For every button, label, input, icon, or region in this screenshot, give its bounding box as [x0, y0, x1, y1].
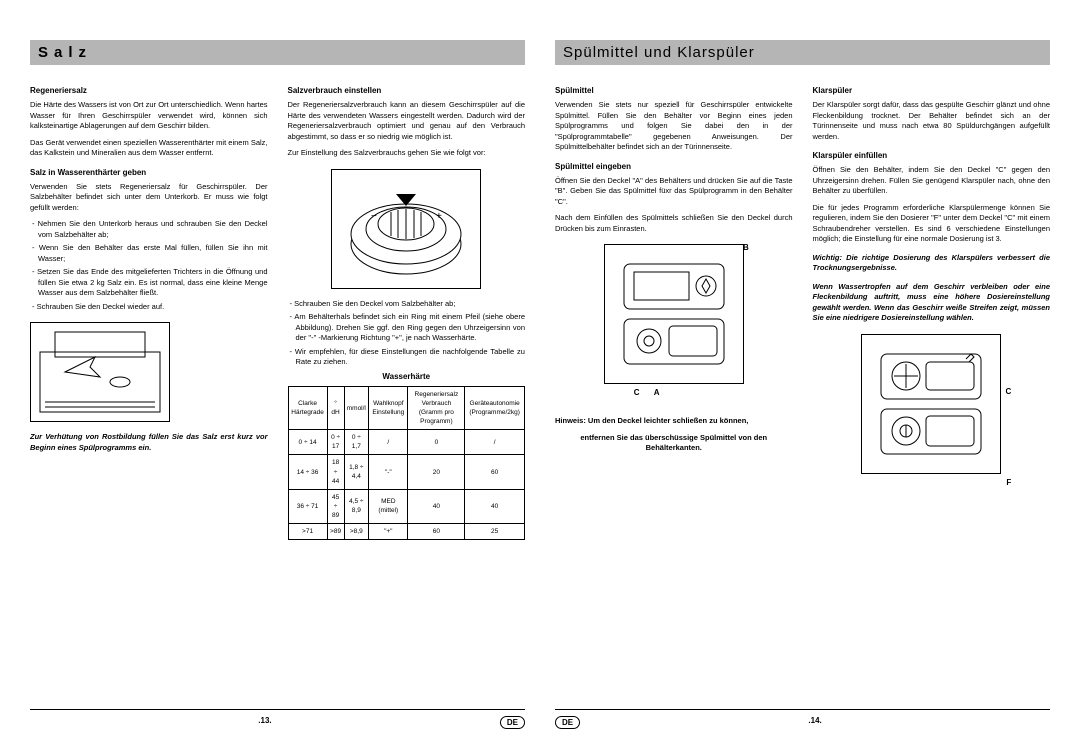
lang-badge: DE	[555, 716, 580, 729]
important-text: Wenn Wassertropfen auf dem Geschirr verb…	[813, 282, 1051, 324]
heading-spuelmittel: Spülmittel	[555, 85, 793, 96]
td: >71	[288, 524, 327, 540]
td: "-"	[369, 455, 408, 489]
list-item: Setzen Sie das Ende des mitgelieferten T…	[38, 267, 268, 299]
label-A: A	[654, 387, 660, 398]
svg-text:+: +	[436, 211, 442, 222]
text: Öffnen Sie den Deckel "A" des Behälters …	[555, 176, 793, 208]
important-text: Wichtig: Die richtige Dosierung des Klar…	[813, 253, 1051, 274]
list-item: Am Behälterhals befindet sich ein Ring m…	[296, 312, 526, 344]
list: Nehmen Sie den Unterkorb heraus und schr…	[30, 219, 268, 312]
table-row: 36 ÷ 7145 ÷ 894,5 ÷ 8,9MED (mittel)4040	[288, 489, 525, 523]
th: ° dH	[327, 386, 344, 429]
figure-dishwasher-salt	[30, 322, 170, 422]
hint-text: entfernen Sie das überschüssige Spülmitt…	[555, 433, 793, 454]
th: Clarke Härtegrade	[288, 386, 327, 429]
text: Die Härte des Wassers ist von Ort zur Or…	[30, 100, 268, 132]
heading-klarspueler: Klarspüler	[813, 85, 1051, 96]
td: 1,8 ÷ 4,4	[344, 455, 369, 489]
footer-left: .13. DE	[30, 709, 525, 729]
table-header-row: Clarke Härtegrade ° dH mmol/l Wahlknopf …	[288, 386, 525, 429]
label-C2: C	[1005, 386, 1011, 397]
warning-text: Zur Verhütung von Rostbildung füllen Sie…	[30, 432, 268, 453]
td: 0	[408, 430, 465, 455]
heading-regeneriersalz: Regeneriersalz	[30, 85, 268, 96]
td: >8,9	[344, 524, 369, 540]
page-number: .13.	[258, 716, 271, 729]
th: Wahlknopf Einstellung	[369, 386, 408, 429]
heading-salzverbrauch: Salzverbrauch einstellen	[288, 85, 526, 96]
label-F: F	[1006, 477, 1011, 488]
table-row: >71>89>8,9"+"6025	[288, 524, 525, 540]
title-spuelmittel: Spülmittel und Klarspüler	[555, 40, 1050, 65]
text: Zur Einstellung des Salzverbrauchs gehen…	[288, 148, 526, 159]
th: mmol/l	[344, 386, 369, 429]
td: 20	[408, 455, 465, 489]
heading-einfuellen: Klarspüler einfüllen	[813, 150, 1051, 161]
list-item: Schrauben Sie den Deckel vom Salzbehälte…	[296, 299, 526, 310]
td: 25	[465, 524, 525, 540]
heading-eingeben: Spülmittel eingeben	[555, 161, 793, 172]
heading-salz-geben: Salz in Wasserenthärter geben	[30, 167, 268, 178]
td: /	[369, 430, 408, 455]
text: Verwenden Sie stets Regeneriersalz für G…	[30, 182, 268, 214]
left-col1: Regeneriersalz Die Härte des Wassers ist…	[30, 77, 268, 540]
page-right: Spülmittel und Klarspüler Spülmittel Ver…	[555, 40, 1050, 729]
left-col2: Salzverbrauch einstellen Der Regeneriers…	[288, 77, 526, 540]
td: 40	[408, 489, 465, 523]
right-col1: Spülmittel Verwenden Sie stets nur spezi…	[555, 77, 793, 484]
list-item: Wir empfehlen, für diese Einstellungen d…	[296, 347, 526, 368]
footer-right: DE .14.	[555, 709, 1050, 729]
table-row: 0 ÷ 140 ÷ 170 ÷ 1,7/0/	[288, 430, 525, 455]
right-columns: Spülmittel Verwenden Sie stets nur spezi…	[555, 77, 1050, 484]
td: 14 ÷ 36	[288, 455, 327, 489]
td: 45 ÷ 89	[327, 489, 344, 523]
td: 0 ÷ 1,7	[344, 430, 369, 455]
lang-badge: DE	[500, 716, 525, 729]
td: "+"	[369, 524, 408, 540]
text: Das Gerät verwendet einen speziellen Was…	[30, 138, 268, 159]
td: 4,5 ÷ 8,9	[344, 489, 369, 523]
figure-rinse-aid	[861, 334, 1001, 474]
svg-text:−: −	[371, 211, 377, 222]
td: 18 ÷ 44	[327, 455, 344, 489]
text: Nach dem Einfüllen des Spülmittels schli…	[555, 213, 793, 234]
label-C: C	[634, 387, 640, 398]
td: 0 ÷ 17	[327, 430, 344, 455]
left-columns: Regeneriersalz Die Härte des Wassers ist…	[30, 77, 525, 540]
td: /	[465, 430, 525, 455]
td: >89	[327, 524, 344, 540]
text: Der Regeneriersalzverbrauch kann an dies…	[288, 100, 526, 142]
page-left: Salz Regeneriersalz Die Härte des Wasser…	[30, 40, 525, 729]
figure-salt-cap: − +	[331, 169, 481, 289]
list: Schrauben Sie den Deckel vom Salzbehälte…	[288, 299, 526, 368]
label-B: B	[743, 242, 749, 253]
th: Geräteautonomie (Programme/2kg)	[465, 386, 525, 429]
hint-text: Hinweis: Um den Deckel leichter schließe…	[555, 416, 793, 427]
title-salz: Salz	[30, 40, 525, 65]
td: 36 ÷ 71	[288, 489, 327, 523]
list-item: Nehmen Sie den Unterkorb heraus und schr…	[38, 219, 268, 240]
text: Verwenden Sie stets nur speziell für Ges…	[555, 100, 793, 153]
list-item: Schrauben Sie den Deckel wieder auf.	[38, 302, 268, 313]
right-col2: Klarspüler Der Klarspüler sorgt dafür, d…	[813, 77, 1051, 484]
td: 60	[408, 524, 465, 540]
figure-detergent-dispenser	[604, 244, 744, 384]
page-number: .14.	[808, 716, 821, 729]
td: 40	[465, 489, 525, 523]
table-title: Wasserhärte	[288, 371, 526, 382]
list-item: Wenn Sie den Behälter das erste Mal füll…	[38, 243, 268, 264]
td: MED (mittel)	[369, 489, 408, 523]
text: Die für jedes Programm erforderliche Kla…	[813, 203, 1051, 245]
td: 0 ÷ 14	[288, 430, 327, 455]
text: Öffnen Sie den Behälter, indem Sie den D…	[813, 165, 1051, 197]
text: Der Klarspüler sorgt dafür, dass das ges…	[813, 100, 1051, 142]
th: Regeneriersalz Verbrauch (Gramm pro Prog…	[408, 386, 465, 429]
water-hardness-table: Clarke Härtegrade ° dH mmol/l Wahlknopf …	[288, 386, 526, 540]
td: 60	[465, 455, 525, 489]
table-row: 14 ÷ 3618 ÷ 441,8 ÷ 4,4"-"2060	[288, 455, 525, 489]
